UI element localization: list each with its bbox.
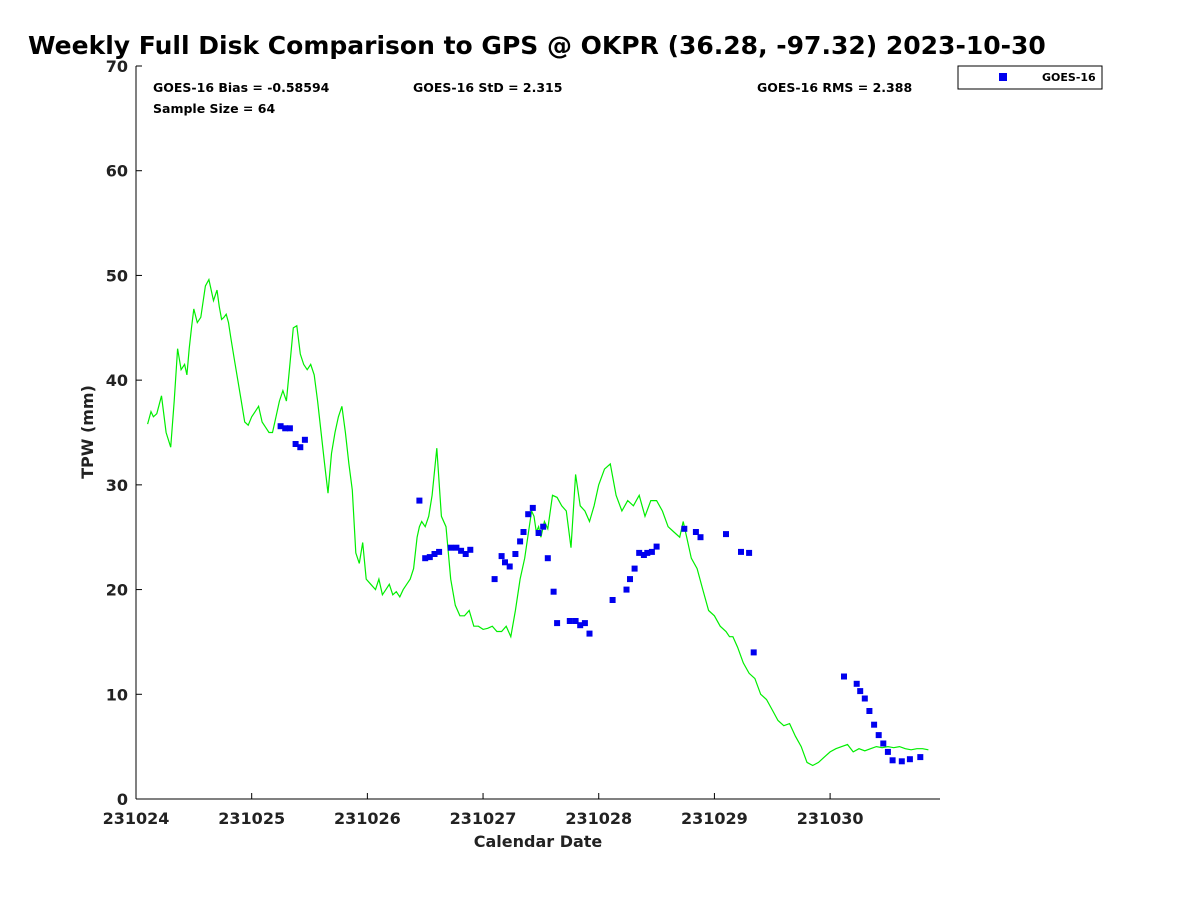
x-tick-label: 231029 [681, 809, 748, 828]
std-stat: GOES-16 StD = 2.315 [413, 80, 562, 95]
goes16-point [648, 548, 655, 555]
goes16-point [517, 538, 524, 545]
goes16-point [640, 552, 647, 558]
goes16-point [436, 548, 443, 555]
gps-line [147, 277, 929, 767]
y-tick-label: 30 [106, 476, 128, 495]
chart-title: Weekly Full Disk Comparison to GPS @ OKP… [28, 31, 1046, 60]
goes16-point [609, 597, 616, 603]
sample-size-stat: Sample Size = 64 [153, 101, 275, 116]
goes16-point [540, 523, 547, 530]
goes16-point [525, 511, 532, 518]
goes16-point [422, 555, 429, 562]
goes16-point [416, 497, 423, 504]
x-tick-label: 231028 [565, 809, 632, 828]
goes16-point [292, 441, 299, 447]
goes16-point [502, 559, 508, 566]
y-ticks: 0 10 20 30 40 50 60 70 [106, 57, 142, 809]
goes16-point [644, 549, 651, 556]
goes16-point [857, 688, 864, 695]
legend-marker [999, 73, 1007, 81]
goes16-point [447, 544, 454, 551]
plot-frame [136, 66, 940, 799]
x-tick-label: 231026 [334, 809, 401, 828]
goes16-point [544, 555, 551, 562]
goes16-point [462, 551, 469, 557]
x-tick-label: 231024 [103, 809, 170, 828]
goes16-point [841, 673, 847, 680]
goes16-point [498, 553, 505, 560]
goes16-point [512, 551, 519, 557]
goes16-point [884, 748, 891, 755]
goes16-point [467, 546, 474, 553]
x-ticks: 231024 231025 231026 231027 231028 231029 2310… [103, 793, 864, 828]
goes16-point [861, 695, 868, 702]
goes16-point [866, 708, 873, 714]
goes16-point [535, 530, 542, 536]
goes16-point [277, 423, 284, 430]
goes16-point [550, 588, 557, 595]
legend-box [957, 65, 1103, 90]
goes16-point [889, 757, 896, 764]
goes16-point [750, 649, 757, 656]
x-tick-label: 231027 [450, 809, 517, 828]
gps-series [147, 277, 929, 767]
goes16-point [880, 740, 887, 747]
x-tick-label: 231025 [218, 809, 285, 828]
goes16-point [554, 620, 561, 627]
legend: GOES-16 [957, 65, 1103, 90]
goes16-point [453, 544, 460, 551]
goes16-point [297, 444, 304, 451]
goes16-point [301, 436, 308, 443]
goes16-point [491, 576, 498, 583]
goes16-point [577, 622, 584, 629]
y-tick-label: 70 [106, 57, 128, 76]
y-tick-label: 0 [117, 790, 128, 809]
goes16-point [458, 547, 465, 554]
goes16-point [906, 756, 913, 763]
goes16-point [529, 504, 536, 511]
goes16-point [586, 630, 593, 637]
goes16-point [566, 618, 573, 624]
goes16-point [282, 425, 289, 432]
x-axis-label: Calendar Date [474, 832, 603, 851]
goes16-point [627, 576, 633, 583]
goes16-point [697, 534, 704, 541]
goes16-point [917, 754, 924, 761]
goes16-point [286, 425, 293, 432]
y-tick-label: 10 [106, 685, 128, 704]
y-tick-label: 20 [106, 581, 128, 600]
goes16-series [277, 423, 924, 765]
y-tick-label: 50 [106, 266, 128, 285]
goes16-point [581, 620, 588, 627]
goes16-point [871, 721, 878, 728]
plot-area [135, 66, 940, 800]
y-tick-label: 40 [106, 371, 128, 390]
goes16-point [653, 543, 660, 550]
goes16-point [853, 680, 860, 687]
goes16-point [572, 618, 579, 624]
goes16-point [623, 586, 630, 593]
rms-stat: GOES-16 RMS = 2.388 [757, 80, 912, 95]
y-axis-label: TPW (mm) [78, 385, 97, 479]
goes16-point [875, 732, 882, 739]
goes16-point [431, 551, 438, 557]
goes16-point [636, 549, 643, 556]
goes16-point [746, 549, 753, 556]
y-tick-label: 60 [106, 162, 128, 181]
goes16-point [692, 529, 699, 535]
goes16-point [631, 565, 638, 572]
x-tick-label: 231030 [797, 809, 864, 828]
legend-label: GOES-16 [1042, 71, 1096, 84]
goes16-point [738, 548, 744, 555]
goes16-point [426, 554, 433, 561]
goes16-point [520, 529, 527, 535]
goes16-point [681, 525, 688, 532]
bias-stat: GOES-16 Bias = -0.58594 [153, 80, 330, 95]
goes16-point [723, 531, 729, 538]
goes16-point [898, 758, 905, 765]
goes16-point [506, 563, 513, 570]
